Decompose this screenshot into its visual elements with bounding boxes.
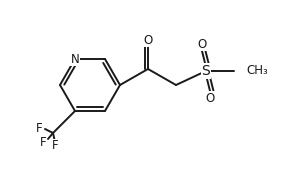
Text: O: O [197,38,206,51]
Text: O: O [205,91,215,104]
Text: S: S [202,64,210,78]
Text: O: O [143,33,153,46]
Text: F: F [40,137,46,150]
Text: N: N [71,53,79,66]
Text: F: F [52,140,58,153]
Text: F: F [36,122,42,135]
Text: CH₃: CH₃ [246,64,268,77]
